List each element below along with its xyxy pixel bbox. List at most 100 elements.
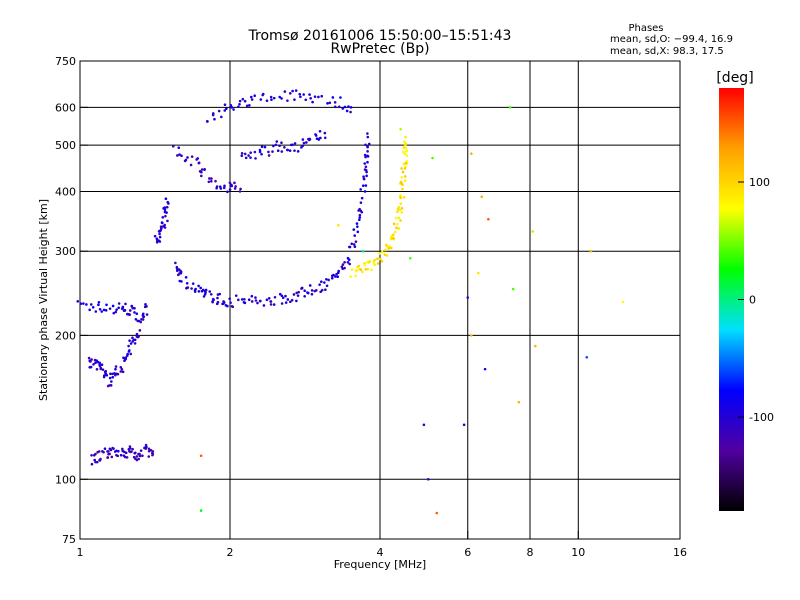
- trace-point: [88, 366, 91, 369]
- trace-point: [201, 288, 205, 292]
- trace-point: [237, 298, 240, 302]
- colorbar-label: [deg]: [716, 70, 753, 86]
- scatter-point: [508, 106, 512, 109]
- trace-point: [260, 145, 264, 148]
- trace-point: [267, 150, 270, 154]
- trace-point: [120, 367, 124, 371]
- trace-point: [359, 188, 362, 191]
- trace-point: [247, 154, 250, 157]
- trace-point: [283, 146, 286, 149]
- trace-point: [359, 268, 363, 271]
- trace-point: [131, 336, 134, 340]
- trace-point: [175, 265, 179, 269]
- trace-point: [352, 243, 356, 246]
- trace-point: [385, 244, 388, 247]
- trace-point: [378, 252, 381, 255]
- trace-point: [90, 453, 93, 457]
- trace-point: [397, 227, 401, 230]
- x-axis-label: Frequency [MHz]: [334, 558, 426, 571]
- colorbar-tick-label: -100: [749, 411, 774, 424]
- trace-point: [295, 299, 298, 303]
- trace-point: [319, 136, 322, 140]
- trace-point: [253, 150, 257, 154]
- trace-point: [203, 168, 206, 171]
- trace-point: [313, 289, 317, 293]
- trace-point: [99, 366, 103, 370]
- x-axis: 1 2 4 6 8 10 16: [77, 531, 687, 559]
- trace-point: [91, 306, 95, 309]
- trace-point: [318, 283, 321, 286]
- trace-point: [147, 449, 151, 453]
- trace-point: [293, 142, 297, 145]
- trace-point: [379, 257, 382, 261]
- trace-point: [88, 308, 91, 312]
- trace-point: [194, 287, 197, 291]
- trace-point: [306, 291, 310, 295]
- trace-point: [383, 253, 387, 256]
- trace-point: [101, 368, 105, 371]
- trace-point: [256, 301, 259, 305]
- y-tick-label: 300: [55, 245, 76, 258]
- trace-point: [400, 176, 404, 179]
- trace-point: [392, 222, 396, 226]
- data-points: [76, 89, 625, 515]
- trace-point: [234, 185, 237, 188]
- trace-point: [147, 447, 151, 451]
- trace-point: [159, 225, 163, 228]
- trace-point: [388, 244, 391, 248]
- trace-point: [345, 109, 349, 113]
- scatter-point: [462, 423, 466, 427]
- trace-point: [341, 267, 344, 271]
- trace-point: [135, 332, 139, 336]
- trace-point: [144, 443, 148, 447]
- trace-point: [110, 455, 114, 459]
- trace-point: [100, 363, 104, 367]
- trace-point: [160, 221, 164, 224]
- trace-point: [229, 301, 232, 305]
- trace-point: [210, 179, 213, 183]
- trace-point: [98, 361, 102, 365]
- trace-point: [392, 236, 395, 240]
- trace-point: [128, 313, 131, 316]
- trace-point: [153, 234, 157, 238]
- trace-point: [180, 154, 183, 157]
- trace-point: [161, 216, 165, 219]
- trace-point: [141, 318, 145, 321]
- scatter-point: [199, 509, 203, 512]
- y-tick-label: 600: [55, 101, 76, 114]
- x-tick-label: 6: [464, 546, 471, 559]
- trace-point: [390, 235, 393, 239]
- trace-point: [114, 365, 118, 368]
- trace-point: [117, 449, 120, 453]
- trace-point: [238, 99, 242, 103]
- scatter-point: [426, 477, 430, 481]
- trace-point: [353, 245, 357, 248]
- trace-point: [79, 302, 83, 306]
- trace-point: [199, 286, 202, 290]
- trace-point: [144, 302, 147, 306]
- trace-point: [85, 303, 88, 306]
- trace-point: [157, 239, 161, 243]
- trace-point: [135, 455, 139, 458]
- trace-point: [122, 450, 126, 454]
- trace-point: [380, 250, 384, 254]
- trace-point: [233, 187, 237, 190]
- trace-point: [119, 365, 123, 369]
- trace-point: [166, 219, 169, 223]
- trace-point: [334, 275, 337, 278]
- trace-point: [346, 260, 350, 264]
- trace-point: [133, 311, 136, 314]
- trace-point: [138, 329, 142, 332]
- trace-point: [336, 275, 340, 279]
- trace-point: [117, 302, 121, 305]
- trace-point: [400, 211, 404, 214]
- trace-point: [259, 98, 263, 101]
- trace-point: [400, 207, 404, 210]
- trace-point: [363, 168, 367, 171]
- trace-point: [228, 297, 232, 301]
- trace-point: [335, 272, 338, 276]
- trace-point: [121, 447, 124, 451]
- trace-point: [286, 99, 289, 102]
- trace-point: [309, 96, 312, 100]
- x-tick-label: 8: [527, 546, 534, 559]
